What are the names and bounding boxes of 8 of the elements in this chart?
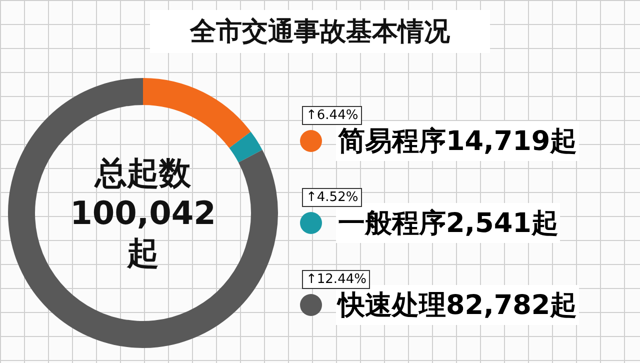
legend-label: 一般程序2,541起 <box>338 208 558 239</box>
legend-label: 简易程序14,719起 <box>338 126 578 157</box>
text: ↑4.52% <box>302 188 362 207</box>
legend-label: 快速处理82,782起 <box>338 290 578 321</box>
text: ↑6.44% <box>302 106 362 125</box>
text: ↑12.44% <box>302 270 370 289</box>
chart-title: 全市交通事故基本情况 <box>150 10 490 53</box>
text: 总起数 100,042 起 <box>8 78 278 348</box>
